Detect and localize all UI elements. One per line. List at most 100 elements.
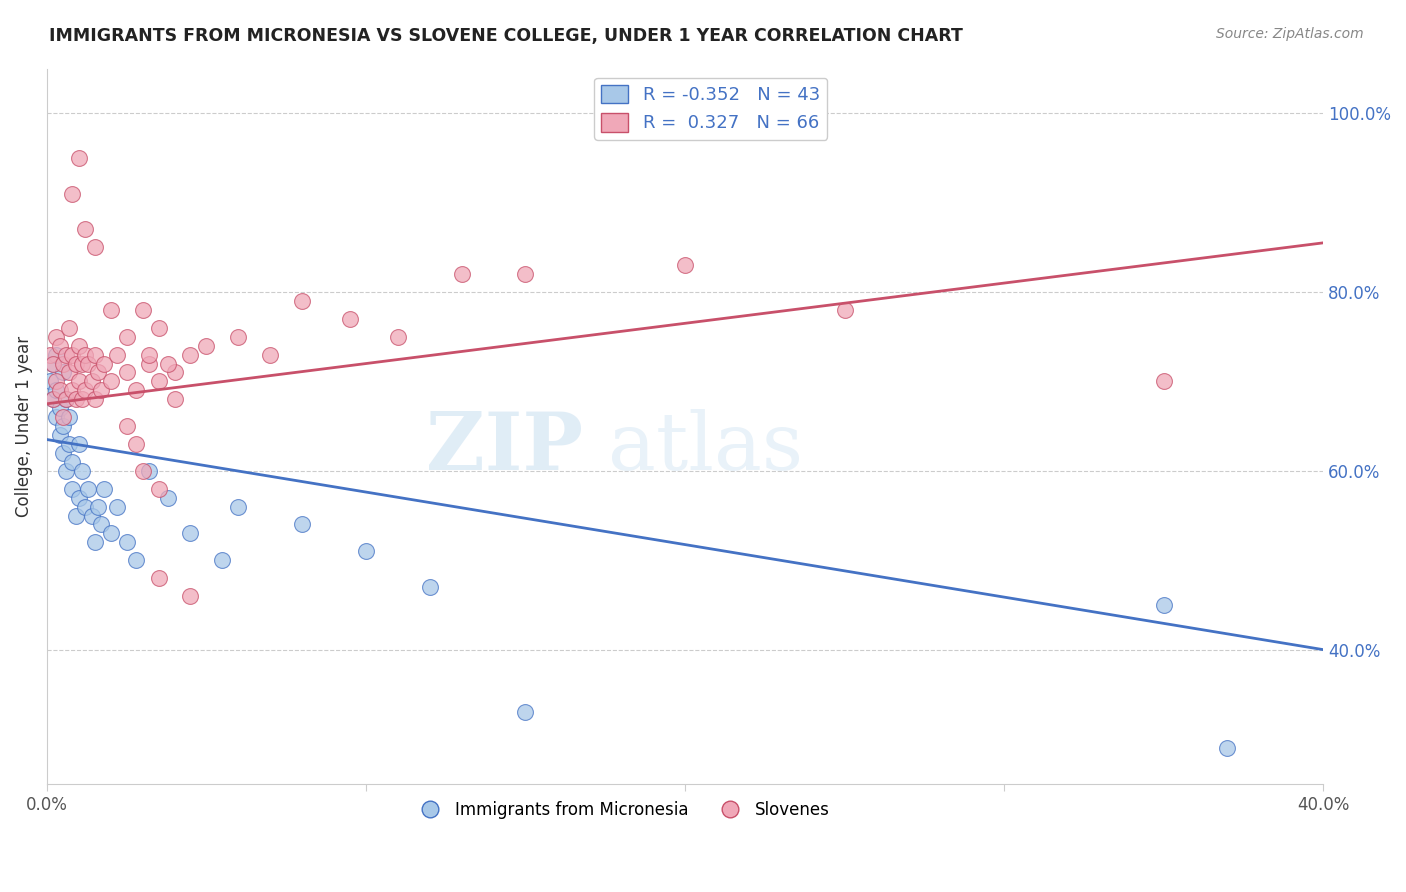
Point	[58, 410, 80, 425]
Point	[45, 348, 67, 362]
Point	[45, 384, 67, 398]
Point	[70, 392, 93, 407]
Point	[105, 348, 128, 362]
Point	[131, 302, 153, 317]
Point	[100, 526, 122, 541]
Point	[179, 589, 201, 603]
Point	[67, 339, 90, 353]
Point	[419, 580, 441, 594]
Point	[100, 375, 122, 389]
Point	[52, 410, 75, 425]
Point	[77, 482, 100, 496]
Point	[67, 437, 90, 451]
Point	[148, 571, 170, 585]
Point	[55, 348, 77, 362]
Point	[115, 366, 138, 380]
Point	[52, 366, 75, 380]
Point	[65, 357, 87, 371]
Point	[70, 464, 93, 478]
Point	[77, 357, 100, 371]
Point	[157, 491, 180, 505]
Point	[1153, 598, 1175, 612]
Point	[52, 357, 75, 371]
Point	[138, 464, 160, 478]
Point	[138, 348, 160, 362]
Point	[65, 392, 87, 407]
Y-axis label: College, Under 1 year: College, Under 1 year	[15, 335, 32, 516]
Point	[125, 384, 148, 398]
Point	[157, 357, 180, 371]
Point	[67, 491, 90, 505]
Point	[83, 392, 105, 407]
Point	[148, 320, 170, 334]
Point	[45, 329, 67, 343]
Point	[75, 348, 97, 362]
Point	[163, 366, 186, 380]
Point	[834, 302, 856, 317]
Point	[83, 240, 105, 254]
Point	[515, 267, 537, 281]
Point	[48, 401, 70, 416]
Point	[1153, 375, 1175, 389]
Point	[58, 366, 80, 380]
Point	[55, 392, 77, 407]
Point	[67, 375, 90, 389]
Point	[90, 517, 112, 532]
Point	[354, 544, 377, 558]
Point	[100, 302, 122, 317]
Point	[58, 320, 80, 334]
Point	[62, 186, 84, 201]
Point	[259, 348, 281, 362]
Point	[125, 437, 148, 451]
Point	[131, 464, 153, 478]
Point	[45, 410, 67, 425]
Point	[93, 482, 115, 496]
Point	[48, 428, 70, 442]
Point	[93, 357, 115, 371]
Point	[179, 348, 201, 362]
Point	[58, 437, 80, 451]
Point	[125, 553, 148, 567]
Point	[45, 375, 67, 389]
Point	[179, 526, 201, 541]
Point	[52, 419, 75, 434]
Point	[83, 348, 105, 362]
Point	[515, 705, 537, 719]
Point	[62, 384, 84, 398]
Point	[62, 455, 84, 469]
Point	[673, 258, 696, 272]
Legend: Immigrants from Micronesia, Slovenes: Immigrants from Micronesia, Slovenes	[406, 794, 837, 825]
Point	[228, 329, 250, 343]
Point	[291, 517, 314, 532]
Point	[39, 348, 62, 362]
Point	[55, 392, 77, 407]
Point	[80, 508, 103, 523]
Point	[387, 329, 409, 343]
Point	[90, 384, 112, 398]
Point	[52, 446, 75, 460]
Point	[42, 357, 65, 371]
Point	[228, 500, 250, 514]
Text: Source: ZipAtlas.com: Source: ZipAtlas.com	[1216, 27, 1364, 41]
Point	[115, 329, 138, 343]
Point	[148, 482, 170, 496]
Point	[163, 392, 186, 407]
Point	[115, 419, 138, 434]
Point	[75, 500, 97, 514]
Point	[70, 357, 93, 371]
Point	[80, 375, 103, 389]
Point	[87, 366, 110, 380]
Point	[55, 464, 77, 478]
Point	[42, 357, 65, 371]
Point	[195, 339, 218, 353]
Point	[339, 311, 361, 326]
Point	[138, 357, 160, 371]
Point	[48, 384, 70, 398]
Text: ZIP: ZIP	[426, 409, 583, 486]
Point	[115, 535, 138, 549]
Point	[75, 384, 97, 398]
Text: atlas: atlas	[609, 409, 804, 486]
Point	[87, 500, 110, 514]
Point	[42, 392, 65, 407]
Point	[39, 375, 62, 389]
